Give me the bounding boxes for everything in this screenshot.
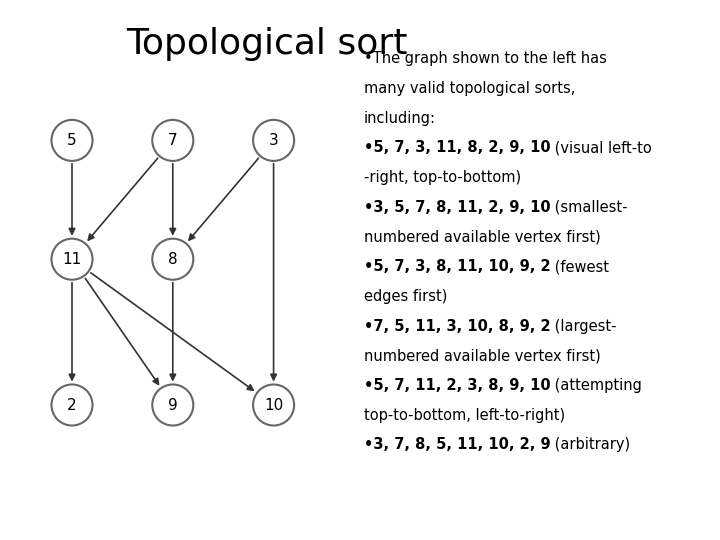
- Text: •5, 7, 3, 11, 8, 2, 9, 10: •5, 7, 3, 11, 8, 2, 9, 10: [364, 140, 550, 156]
- Text: •The graph shown to the left has: •The graph shown to the left has: [364, 51, 606, 66]
- Text: •7, 5, 11, 3, 10, 8, 9, 2: •7, 5, 11, 3, 10, 8, 9, 2: [364, 319, 550, 334]
- Text: 8: 8: [168, 252, 178, 267]
- Text: 5: 5: [67, 133, 77, 148]
- Ellipse shape: [152, 239, 193, 280]
- Ellipse shape: [52, 384, 92, 426]
- Text: (visual left-to: (visual left-to: [550, 140, 652, 156]
- Text: (fewest: (fewest: [550, 259, 609, 274]
- Text: 2: 2: [67, 397, 77, 413]
- Text: 11: 11: [63, 252, 81, 267]
- Text: Topological sort: Topological sort: [126, 27, 407, 61]
- Text: 7: 7: [168, 133, 178, 148]
- Ellipse shape: [253, 120, 294, 161]
- Ellipse shape: [152, 120, 193, 161]
- Text: including:: including:: [364, 111, 436, 126]
- Text: numbered available vertex first): numbered available vertex first): [364, 348, 600, 363]
- Text: 9: 9: [168, 397, 178, 413]
- Text: many valid topological sorts,: many valid topological sorts,: [364, 81, 575, 96]
- Text: 3: 3: [269, 133, 279, 148]
- Text: numbered available vertex first): numbered available vertex first): [364, 230, 600, 245]
- Text: •5, 7, 11, 2, 3, 8, 9, 10: •5, 7, 11, 2, 3, 8, 9, 10: [364, 378, 550, 393]
- Text: •3, 5, 7, 8, 11, 2, 9, 10: •3, 5, 7, 8, 11, 2, 9, 10: [364, 200, 550, 215]
- Text: (smallest-: (smallest-: [550, 200, 628, 215]
- Text: (attempting: (attempting: [550, 378, 642, 393]
- Text: 10: 10: [264, 397, 283, 413]
- Ellipse shape: [52, 239, 92, 280]
- Text: edges first): edges first): [364, 289, 447, 304]
- Text: top-to-bottom, left-to-right): top-to-bottom, left-to-right): [364, 408, 564, 423]
- Ellipse shape: [52, 120, 92, 161]
- Ellipse shape: [253, 384, 294, 426]
- Text: •3, 7, 8, 5, 11, 10, 2, 9: •3, 7, 8, 5, 11, 10, 2, 9: [364, 437, 550, 453]
- Ellipse shape: [152, 384, 193, 426]
- Text: •5, 7, 3, 8, 11, 10, 9, 2: •5, 7, 3, 8, 11, 10, 9, 2: [364, 259, 550, 274]
- Text: (arbitrary): (arbitrary): [550, 437, 630, 453]
- Text: -right, top-to-bottom): -right, top-to-bottom): [364, 170, 521, 185]
- Text: (largest-: (largest-: [550, 319, 617, 334]
